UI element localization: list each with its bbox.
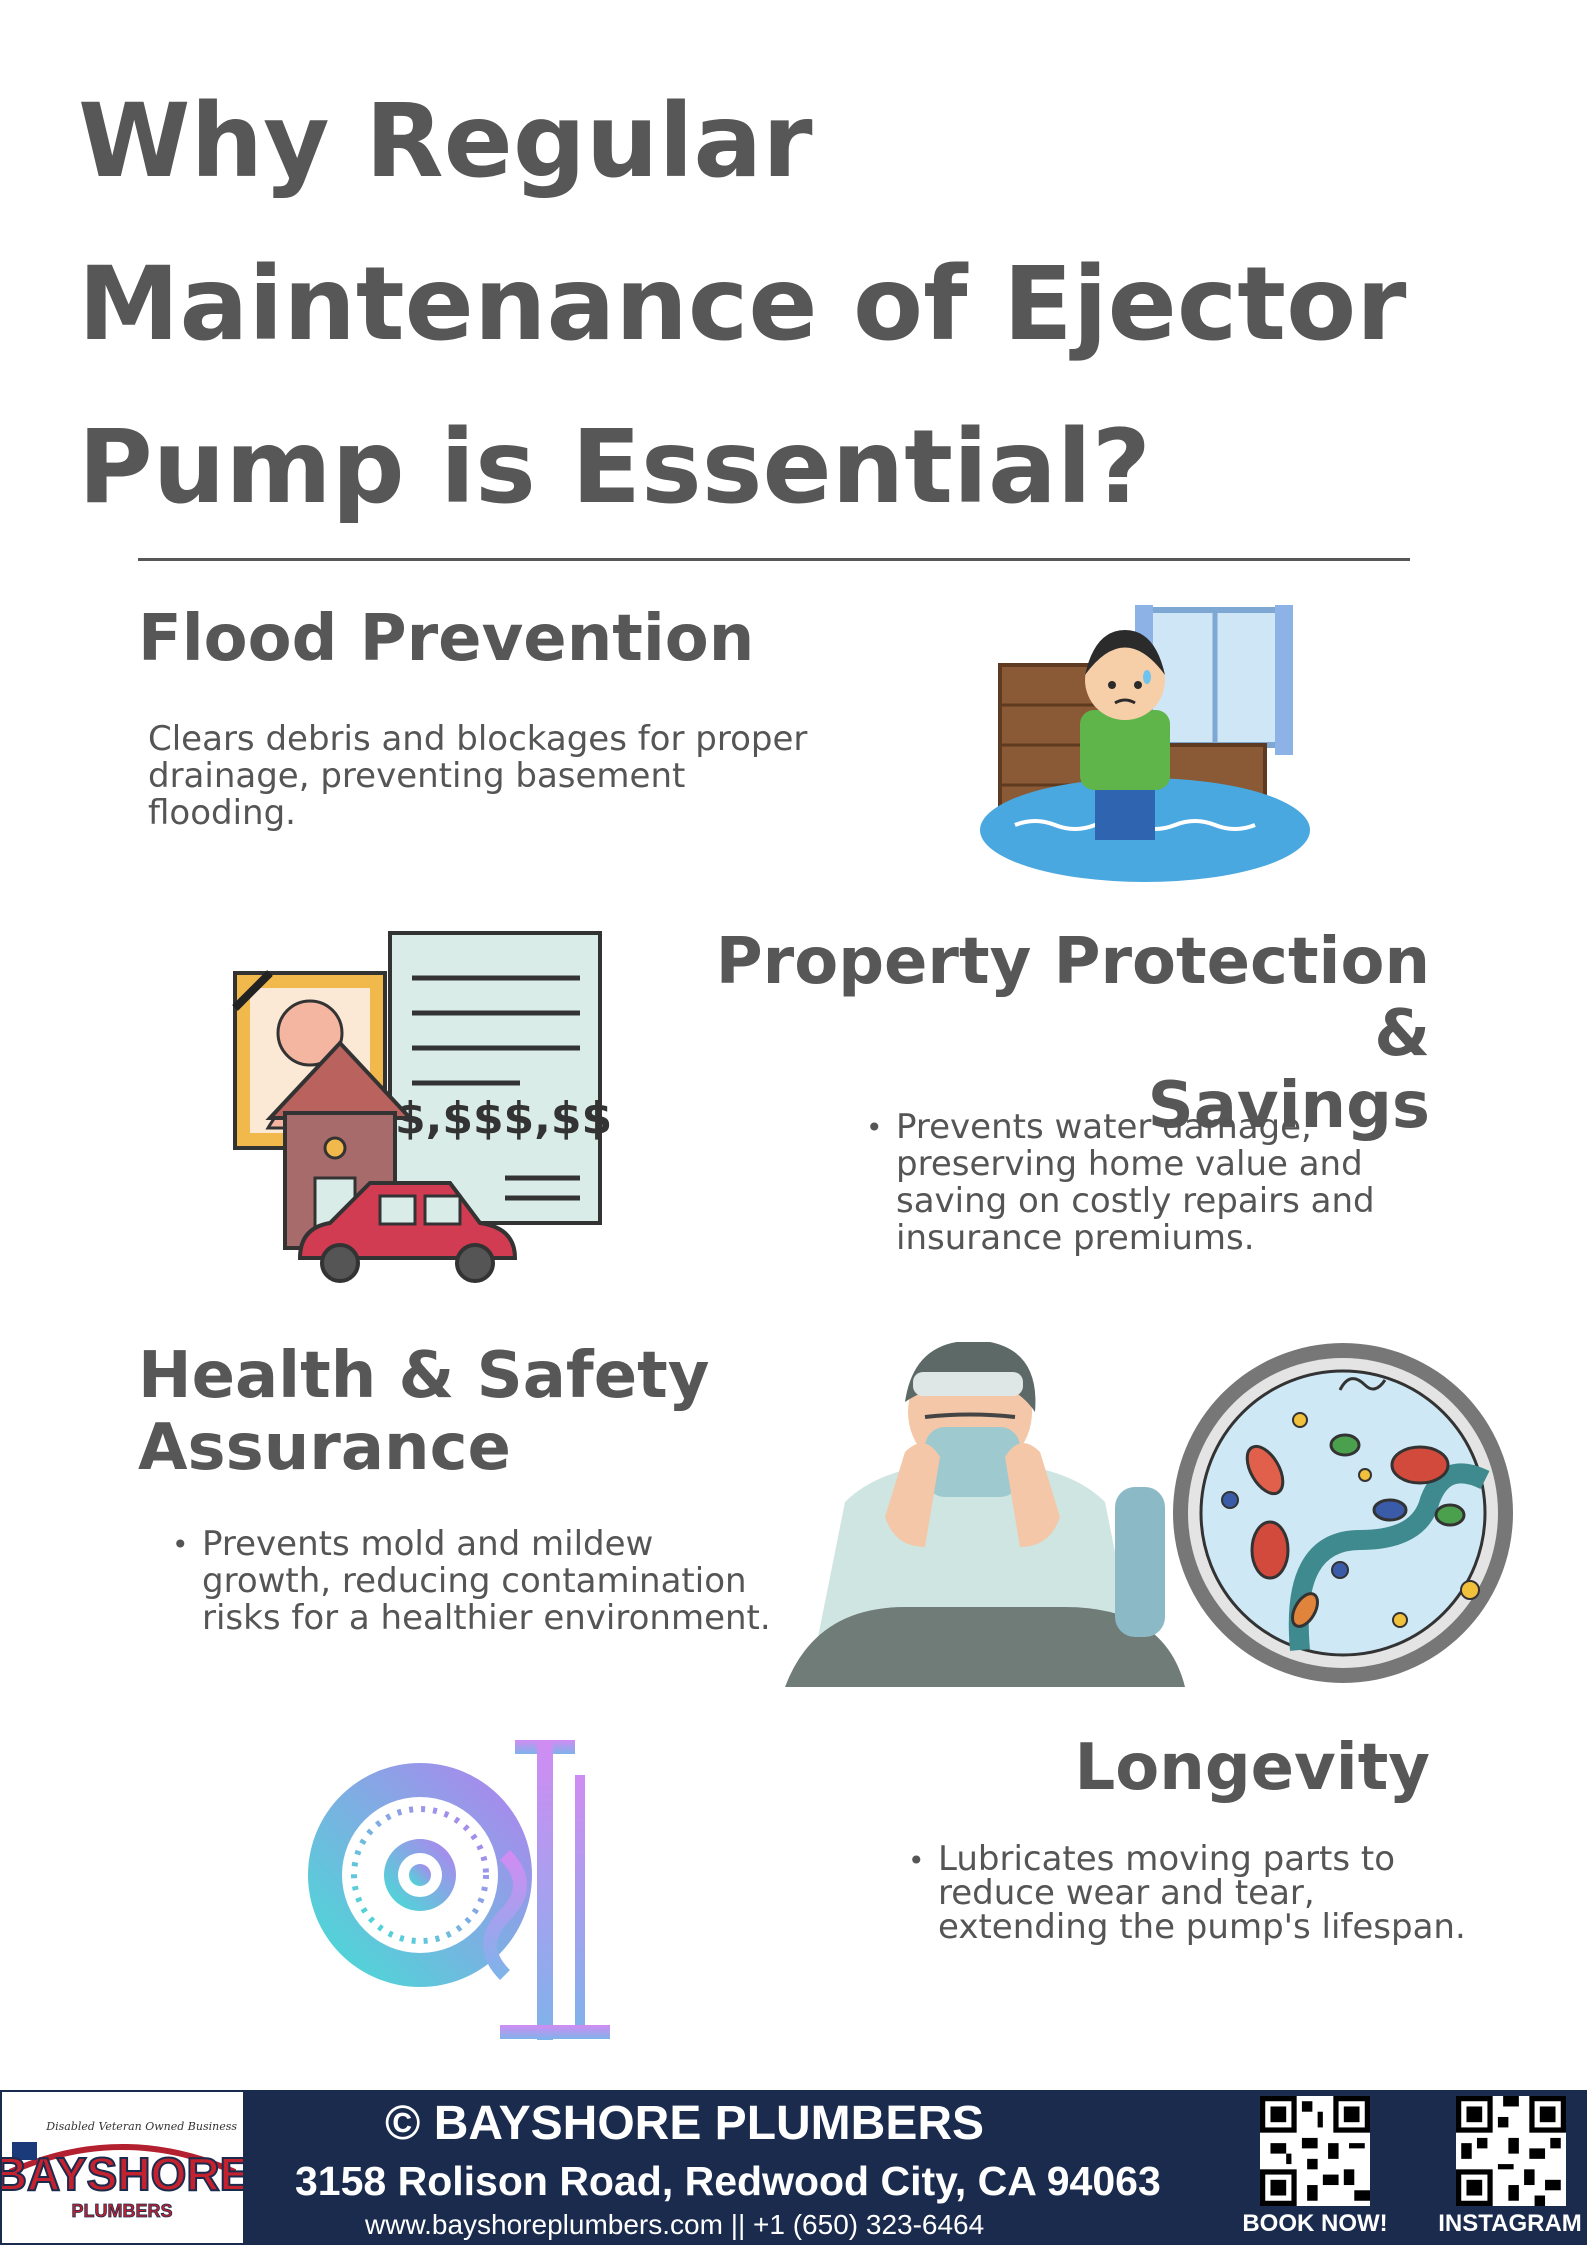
qr-code-icon xyxy=(1456,2096,1566,2206)
bacteria-petri-dish-icon xyxy=(1173,1343,1513,1683)
property-heading-line-2: Savings xyxy=(1147,1069,1430,1143)
pump-gear-pipe-icon xyxy=(308,1740,610,2040)
logo-tagline: Disabled Veteran Owned Business xyxy=(45,2120,237,2133)
longevity-body-line: reduce wear and tear, xyxy=(938,1873,1315,1913)
health-body-line: risks for a healthier environment. xyxy=(202,1598,771,1638)
property-heading-line-1: Property Protection & xyxy=(715,925,1430,1071)
property-bullet: • Prevents water damage, preserving home… xyxy=(866,1109,1426,1257)
flooded-room-boy-icon xyxy=(980,605,1310,882)
property-body-line: insurance premiums. xyxy=(896,1218,1255,1258)
book-now-qr-code[interactable] xyxy=(1260,2096,1370,2206)
document-amount: $,$$$,$$$ xyxy=(395,1093,610,1144)
qr-code-icon xyxy=(1260,2096,1370,2206)
house-car-document-icon: $,$$$,$$$ xyxy=(232,931,610,1283)
footer-bar: Disabled Veteran Owned Business BAYSHORE… xyxy=(0,2090,1587,2245)
flood-body-line: flooding. xyxy=(148,793,296,833)
property-body-line: Prevents water damage, xyxy=(896,1107,1312,1147)
instagram-qr-code[interactable] xyxy=(1456,2096,1566,2206)
title-line-3: Pump is Essential? xyxy=(78,408,1151,527)
logo-sub: PLUMBERS xyxy=(71,2201,172,2221)
logo-word: BAYSHORE xyxy=(2,2148,243,2200)
longevity-body: Lubricates moving parts to reduce wear a… xyxy=(938,1842,1466,1944)
longevity-bullet: • Lubricates moving parts to reduce wear… xyxy=(908,1842,1468,1944)
property-body: Prevents water damage, preserving home v… xyxy=(896,1109,1375,1257)
sick-person-icon xyxy=(785,1342,1185,1687)
title-line-1: Why Regular xyxy=(78,82,813,201)
health-heading-line-1: Health & Safety xyxy=(138,1339,710,1413)
longevity-body-line: Lubricates moving parts to xyxy=(938,1839,1396,1879)
health-bullet: • Prevents mold and mildew growth, reduc… xyxy=(172,1526,812,1637)
property-body-line: saving on costly repairs and xyxy=(896,1181,1375,1221)
title-line-2: Maintenance of Ejector xyxy=(78,245,1407,364)
flood-body-line: drainage, preventing basement xyxy=(148,756,686,796)
footer-brand: © BAYSHORE PLUMBERS xyxy=(385,2097,985,2150)
health-heading-line-2: Assurance xyxy=(138,1411,511,1485)
health-heading: Health & Safety Assurance xyxy=(138,1340,858,1484)
bayshore-logo-graphic: Disabled Veteran Owned Business BAYSHORE… xyxy=(0,2120,251,2221)
health-body-line: Prevents mold and mildew xyxy=(202,1524,654,1564)
bullet-dot: • xyxy=(866,1111,883,1144)
flood-body-line: Clears debris and blockages for proper xyxy=(148,719,808,759)
company-logo[interactable]: Disabled Veteran Owned Business BAYSHORE… xyxy=(0,2090,251,2245)
bullet-dot: • xyxy=(172,1528,189,1561)
bullet-dot: • xyxy=(908,1844,925,1877)
longevity-heading: Longevity xyxy=(1074,1731,1431,1805)
health-body: Prevents mold and mildew growth, reducin… xyxy=(202,1526,771,1637)
footer-contact[interactable]: www.bayshoreplumbers.com || +1 (650) 323… xyxy=(365,2209,985,2240)
longevity-body-line: extending the pump's lifespan. xyxy=(938,1907,1466,1947)
flood-heading: Flood Prevention xyxy=(138,602,755,676)
property-body-line: preserving home value and xyxy=(896,1144,1363,1184)
instagram-label[interactable]: INSTAGRAM xyxy=(1438,2210,1582,2237)
footer-address: 3158 Rolison Road, Redwood City, CA 9406… xyxy=(295,2158,1161,2204)
flood-body: Clears debris and blockages for proper d… xyxy=(148,721,848,832)
health-body-line: growth, reducing contamination xyxy=(202,1561,747,1601)
property-heading: Property Protection & Savings xyxy=(640,926,1430,1142)
book-now-label[interactable]: BOOK NOW! xyxy=(1242,2210,1388,2237)
title-divider xyxy=(138,558,1410,561)
page-title: Why Regular Maintenance of Ejector Pump … xyxy=(78,60,1528,549)
